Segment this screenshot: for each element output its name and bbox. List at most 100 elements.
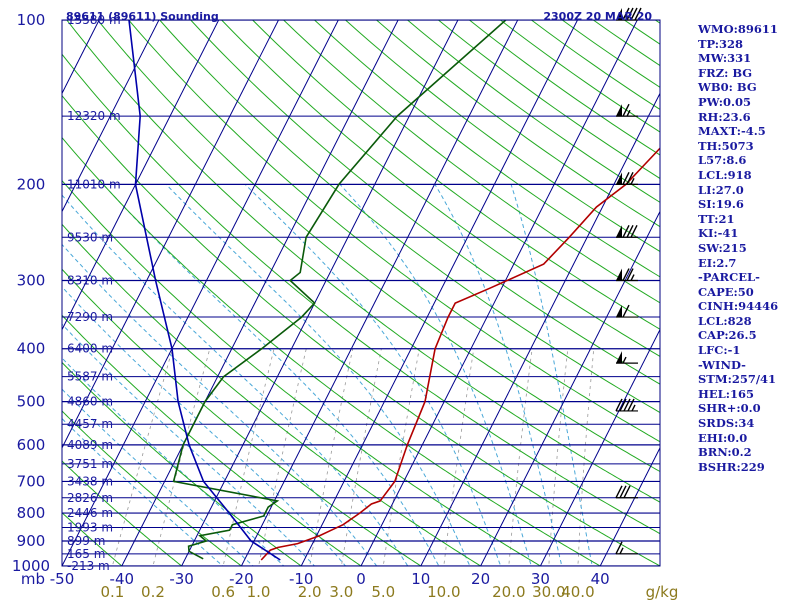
stat-line: KI:-41 bbox=[698, 226, 739, 241]
moist-adiabats bbox=[62, 184, 593, 566]
wind-barb-feather bbox=[622, 7, 630, 21]
pressure-tick-label: 500 bbox=[17, 393, 46, 411]
stat-line: L57:8.6 bbox=[698, 153, 747, 168]
dry-adiabat-line bbox=[313, 20, 660, 278]
height-label: 3751 m bbox=[67, 457, 113, 471]
stat-line: EHI:0.0 bbox=[698, 430, 748, 445]
dry-adiabat-line bbox=[159, 20, 660, 414]
wind-barb-feather bbox=[623, 485, 631, 499]
wind-barb-feather bbox=[622, 224, 630, 238]
temperature-tick-label: 10 bbox=[411, 570, 430, 588]
wind-barb-feather bbox=[619, 398, 627, 412]
dry-adiabat-line bbox=[282, 20, 660, 304]
stat-line: SHR+:0.0 bbox=[698, 401, 761, 416]
moist-adiabat-line bbox=[62, 357, 285, 566]
isotherm-line bbox=[62, 20, 160, 213]
wind-barb bbox=[615, 541, 638, 555]
plot-frame bbox=[61, 19, 661, 567]
wind-barb-half-feather bbox=[622, 356, 627, 364]
dry-adiabat-line bbox=[344, 20, 660, 253]
stat-line: LI:27.0 bbox=[698, 182, 744, 197]
mixing-ratio-tick-label: 5.0 bbox=[371, 583, 395, 600]
dry-adiabat-line bbox=[62, 511, 123, 566]
mixing-ratio-line bbox=[309, 348, 354, 566]
stat-line: CAPE:50 bbox=[698, 284, 754, 299]
moist-adiabat-line bbox=[62, 243, 378, 566]
isotherm-line bbox=[360, 20, 638, 566]
mixing-ratio-tick-label: 40.0 bbox=[561, 583, 594, 600]
isotherm-line bbox=[62, 20, 339, 566]
dry-adiabat-line bbox=[62, 136, 602, 566]
wind-barb bbox=[616, 7, 642, 21]
mixing-ratio-tick-label: 3.0 bbox=[329, 583, 353, 600]
wind-barb-feather bbox=[634, 7, 642, 21]
stat-line: SI:19.6 bbox=[698, 197, 744, 212]
isotherm-line bbox=[181, 20, 459, 566]
height-label: 15580 m bbox=[67, 13, 121, 27]
isotherm-line bbox=[62, 20, 280, 449]
moist-adiabat-line bbox=[62, 194, 409, 566]
wind-barbs bbox=[615, 7, 642, 555]
temperature-tick-label: -20 bbox=[229, 570, 254, 588]
wind-barb-feather bbox=[623, 398, 631, 412]
stat-line: FRZ: BG bbox=[698, 65, 753, 80]
wind-barb-feather bbox=[627, 398, 635, 412]
mixing-ratio-lines bbox=[111, 348, 595, 566]
stat-line: WB0: BG bbox=[698, 80, 757, 95]
mixing-ratio-line bbox=[152, 348, 211, 566]
stat-line: BRN:0.2 bbox=[698, 445, 752, 460]
wind-barb-feather bbox=[626, 7, 634, 21]
mixing-ratio-tick-label: 0.6 bbox=[211, 583, 235, 600]
plot-area bbox=[62, 20, 660, 566]
wind-barb-half-feather bbox=[630, 274, 635, 281]
mixing-ratio-tick-label: 0.2 bbox=[141, 583, 165, 600]
pressure-tick-label: 200 bbox=[17, 175, 46, 193]
wind-barb bbox=[616, 304, 638, 318]
height-label: 3438 m bbox=[67, 474, 113, 488]
moist-adiabat-line bbox=[165, 184, 471, 566]
isotherm-line bbox=[300, 20, 579, 566]
wind-barb-half-feather bbox=[630, 178, 635, 185]
moist-adiabat-line bbox=[434, 184, 563, 566]
wind-barb-half-feather bbox=[626, 109, 631, 117]
moist-adiabat-line bbox=[62, 388, 254, 566]
wind-barb bbox=[616, 351, 638, 364]
pressure-tick-label: 700 bbox=[17, 472, 46, 490]
stat-line: EI:2.7 bbox=[698, 255, 737, 270]
wind-barb-feather bbox=[615, 398, 623, 412]
stat-line: STM:257/41 bbox=[698, 372, 777, 387]
pressure-tick-label: 400 bbox=[17, 340, 46, 358]
wind-barb-half-feather bbox=[619, 547, 624, 555]
isotherm-line bbox=[240, 20, 519, 566]
isotherm-line bbox=[121, 20, 399, 566]
temperature-tick-label: -10 bbox=[289, 570, 314, 588]
mixing-ratio-line bbox=[258, 348, 307, 566]
wind-barb-feather bbox=[615, 485, 623, 499]
height-label: 6400 m bbox=[67, 342, 113, 356]
isotherm-line bbox=[420, 92, 660, 566]
temperature-tick-label: 30 bbox=[531, 570, 550, 588]
height-label: 7290 m bbox=[67, 310, 113, 324]
temperature-profile bbox=[260, 147, 660, 561]
mixing-ratio-tick-label: 0.1 bbox=[100, 583, 124, 600]
height-label: 2446 m bbox=[67, 506, 113, 520]
dry-adiabat-line bbox=[220, 20, 660, 358]
pressure-unit-label: mb bbox=[21, 570, 45, 588]
wind-barb-pennant bbox=[616, 305, 622, 318]
pressure-tick-label: 100 bbox=[17, 11, 46, 29]
mixing-ratio-tick-label: 10.0 bbox=[427, 583, 460, 600]
mixing-ratio-tick-label: 20.0 bbox=[492, 583, 525, 600]
mixing-ratio-unit-label: g/kg bbox=[646, 583, 679, 600]
sounding-profiles bbox=[128, 20, 660, 561]
isotherm-line bbox=[480, 210, 660, 566]
height-label: 12320 m bbox=[67, 109, 121, 123]
dry-adiabat-line bbox=[97, 20, 660, 473]
isotherm-line bbox=[539, 328, 660, 566]
height-label: 2826 m bbox=[67, 491, 113, 505]
mixing-ratio-tick-label: 30.0 bbox=[532, 583, 565, 600]
stat-line: CINH:94446 bbox=[698, 299, 779, 314]
dry-adiabats bbox=[62, 20, 660, 566]
